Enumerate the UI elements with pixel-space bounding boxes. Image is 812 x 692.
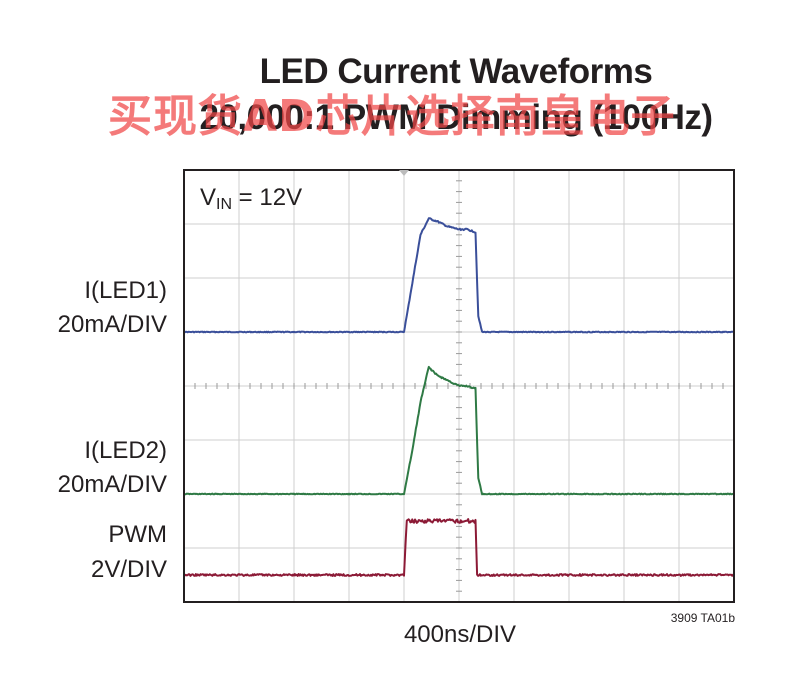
vin-annotation: VIN = 12V (200, 184, 302, 214)
trace-i-led1 (183, 217, 735, 334)
vin-subscript: IN (216, 196, 233, 213)
waveform-traces (183, 217, 735, 577)
chart-subtitle: 20,000:1 PWM Dimming (100Hz) (199, 98, 713, 137)
watermark-text: 买现货AD芯片选择南皇电子 (108, 91, 676, 142)
trace-pwm (183, 518, 735, 577)
led1-name-label: I(LED1) (84, 277, 167, 304)
trigger-marker (399, 170, 409, 176)
chart-title: LED Current Waveforms (259, 52, 653, 91)
x-axis-label: 400ns/DIV (403, 621, 517, 648)
trace-i-led2 (183, 365, 735, 496)
vin-prefix: V (200, 184, 217, 211)
plot-frame (183, 169, 735, 603)
led1-scale-label: 20mA/DIV (57, 311, 167, 338)
axis-ticks (183, 169, 735, 603)
vin-value: = 12V (232, 184, 303, 211)
figure-id: 3909 TA01b (670, 611, 735, 625)
led2-name-label: I(LED2) (84, 437, 167, 464)
pwm-name-label: PWM (108, 521, 167, 548)
pwm-scale-label: 2V/DIV (90, 556, 167, 583)
led2-scale-label: 20mA/DIV (57, 471, 167, 498)
